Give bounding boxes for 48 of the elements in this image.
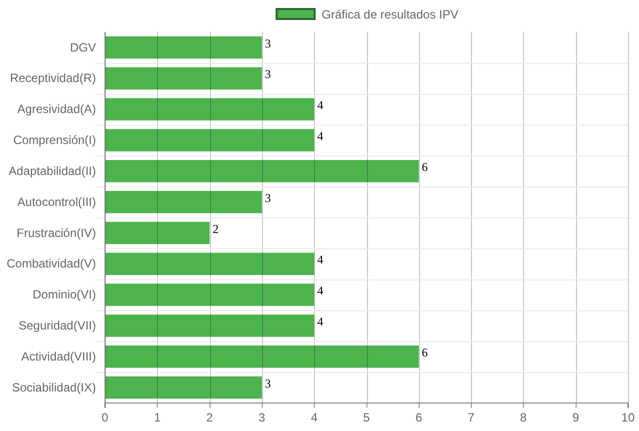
data-label: 2	[212, 222, 219, 236]
data-label: 4	[317, 314, 324, 329]
x-tick-label: 3	[258, 410, 266, 425]
x-tick-label: 1	[154, 410, 161, 425]
legend-label: Gráfica de resultados IPV	[322, 8, 458, 22]
y-tick-label: Agresividad(A)	[17, 102, 96, 116]
data-label: 4	[317, 284, 324, 298]
bar	[105, 222, 210, 244]
bar	[105, 129, 314, 152]
data-label: 3	[264, 190, 271, 205]
bar	[105, 376, 262, 399]
y-tick-label: Frustración(IV)	[16, 226, 96, 240]
x-tick-label: 8	[520, 410, 528, 425]
bar	[105, 345, 419, 368]
x-tick-label: 6	[415, 410, 422, 425]
x-tick-label: 10	[621, 410, 635, 425]
y-tick-label: Dominio(VI)	[32, 288, 96, 302]
y-tick-label: Receptividad(R)	[10, 71, 96, 86]
bar	[105, 67, 262, 90]
y-tick-label: Autocontrol(III)	[17, 194, 96, 209]
bar	[105, 314, 314, 337]
x-tick-label: 0	[102, 410, 109, 425]
data-label: 3	[264, 376, 271, 390]
y-tick-label: Comprensión(I)	[13, 133, 96, 148]
data-label: 3	[264, 36, 271, 50]
y-tick-label: Actividad(VIII)	[21, 349, 96, 364]
y-tick-label: Adaptabilidad(II)	[8, 164, 96, 178]
data-label: 6	[422, 345, 428, 360]
bar	[105, 252, 314, 276]
bar	[105, 160, 419, 182]
y-tick-label: Combatividad(V)	[6, 256, 96, 271]
data-label: 6	[422, 160, 428, 174]
y-tick-label: Seguridad(VII)	[18, 318, 96, 333]
x-tick-label: 2	[206, 410, 214, 425]
x-tick-label: 5	[363, 410, 370, 425]
y-tick-label: Sociabilidad(IX)	[12, 380, 96, 394]
data-label: 3	[264, 67, 271, 82]
bar	[105, 284, 314, 306]
bar	[105, 98, 314, 120]
x-tick-label: 4	[310, 410, 318, 425]
bar	[105, 190, 262, 214]
data-label: 4	[317, 129, 324, 144]
x-tick-label: 7	[468, 410, 475, 425]
bar	[105, 36, 262, 59]
data-label: 4	[317, 98, 324, 112]
x-tick-label: 9	[572, 410, 580, 425]
y-tick-label: DGV	[70, 40, 96, 54]
data-label: 4	[317, 252, 324, 267]
